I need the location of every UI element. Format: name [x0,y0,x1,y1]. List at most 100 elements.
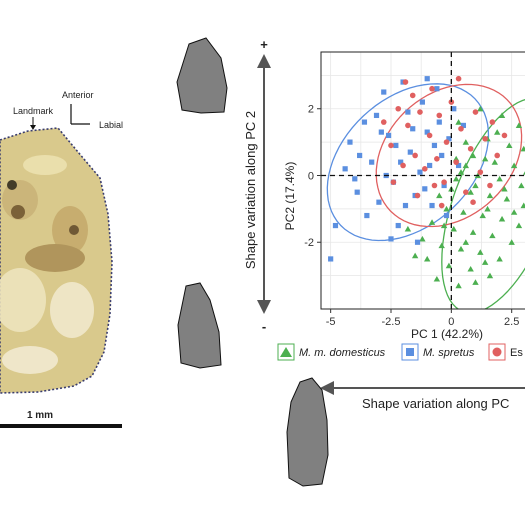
data-point-square [342,166,348,172]
data-point-square [328,256,334,262]
data-point-triangle [496,175,503,182]
data-point-triangle [428,219,436,225]
legend: M. m. domesticus M. spretus Es [277,343,523,361]
data-point-circle [453,159,459,165]
data-point-square [381,89,387,95]
legend-marker-circle [492,347,502,357]
data-point-triangle [486,192,494,199]
data-point-triangle [484,205,491,212]
pc1-variation-title: Shape variation along PC [362,396,509,411]
data-point-circle [441,179,447,185]
data-point-square [439,152,445,159]
data-point-circle [434,156,440,162]
x-tick-label: 2.5 [504,316,519,328]
pc2-shape-plus [176,37,228,114]
tooth-interior [0,155,94,374]
legend-label-domesticus: M. m. domesticus [299,347,386,359]
data-point-square [385,132,392,139]
data-point-triangle [494,129,501,135]
data-point-triangle [477,105,484,112]
data-point-circle [421,166,428,172]
landmark-label: Landmark [13,106,54,116]
data-point-square [422,186,428,192]
legend-item-spretus: M. spretus [401,343,475,361]
data-point-square [354,189,360,195]
data-point-square [373,112,380,119]
data-point-triangle [460,209,467,215]
data-point-triangle [467,265,474,272]
data-point-triangle [518,182,525,189]
data-point-square [378,129,384,135]
data-point-circle [463,189,469,195]
legend-marker-triangle [280,347,292,357]
data-point-triangle [498,112,506,119]
data-point-square [402,202,409,209]
scale-bar [0,424,122,428]
data-point-triangle [445,262,453,269]
data-point-circle [448,99,455,105]
data-point-triangle [472,182,479,189]
confidence-ellipse-1 [326,83,490,242]
data-point-triangle [443,205,450,212]
data-point-square [405,109,411,115]
data-point-square [347,139,353,145]
x-tick-label: -2.5 [382,316,401,328]
zero-line-layer [321,52,525,309]
landmark-arrowhead [30,125,36,130]
data-point-triangle [467,189,474,195]
data-point-square [446,136,452,142]
data-point-circle [400,162,406,169]
data-point-triangle [496,255,503,262]
pc1-shape-minus [286,377,329,487]
data-point-triangle [462,239,470,245]
pc1-variation-panel: - Shape variation along PC [286,377,525,487]
data-point-circle [426,132,433,139]
data-point-triangle [508,239,515,245]
pc2-variation-title: Shape variation along PC 2 [243,111,258,269]
data-point-circle [380,119,387,125]
data-point-square [419,99,425,105]
data-point-triangle [515,122,523,129]
data-point-circle [477,169,484,175]
data-point-circle [487,182,493,189]
data-point-square [417,169,423,175]
data-point-circle [443,139,450,145]
data-point-square [441,182,447,189]
data-point-circle [458,125,464,132]
data-point-square [388,236,394,242]
data-point-triangle [436,192,443,199]
data-point-triangle [510,209,518,215]
data-point-triangle [457,169,465,175]
data-point-circle [472,109,479,115]
pc2-plus-sign: + [260,37,268,52]
legend-marker-square [406,348,414,356]
data-point-circle [455,75,462,82]
pc2-shape-minus [177,282,222,369]
data-point-triangle [522,171,525,175]
data-point-circle [417,109,423,115]
x-tick-label: -5 [326,316,336,328]
data-point-square [357,152,363,159]
data-point-triangle [491,159,498,165]
data-point-circle [438,202,445,209]
data-point-triangle [433,275,441,282]
y-tick-label: -2 [304,237,314,249]
data-point-triangle [469,229,477,235]
tooth-panel: Landmark Anterior Labial 1 mm [0,90,123,428]
scale-label: 1 mm [27,410,53,421]
data-point-circle [414,192,421,199]
data-point-circle [482,135,488,142]
data-point-square [451,106,457,112]
data-point-square [436,119,442,125]
data-point-triangle [515,222,523,229]
pc2-variation-panel: + - Shape variation along PC 2 [176,37,271,369]
data-point-square [410,126,416,132]
data-point-triangle [455,119,462,125]
data-point-triangle [457,245,465,252]
data-point-square [434,86,440,92]
data-point-triangle [452,175,460,182]
data-point-triangle [486,272,494,279]
data-point-triangle [404,225,412,232]
data-point-square [352,176,358,182]
data-point-circle [412,152,418,159]
